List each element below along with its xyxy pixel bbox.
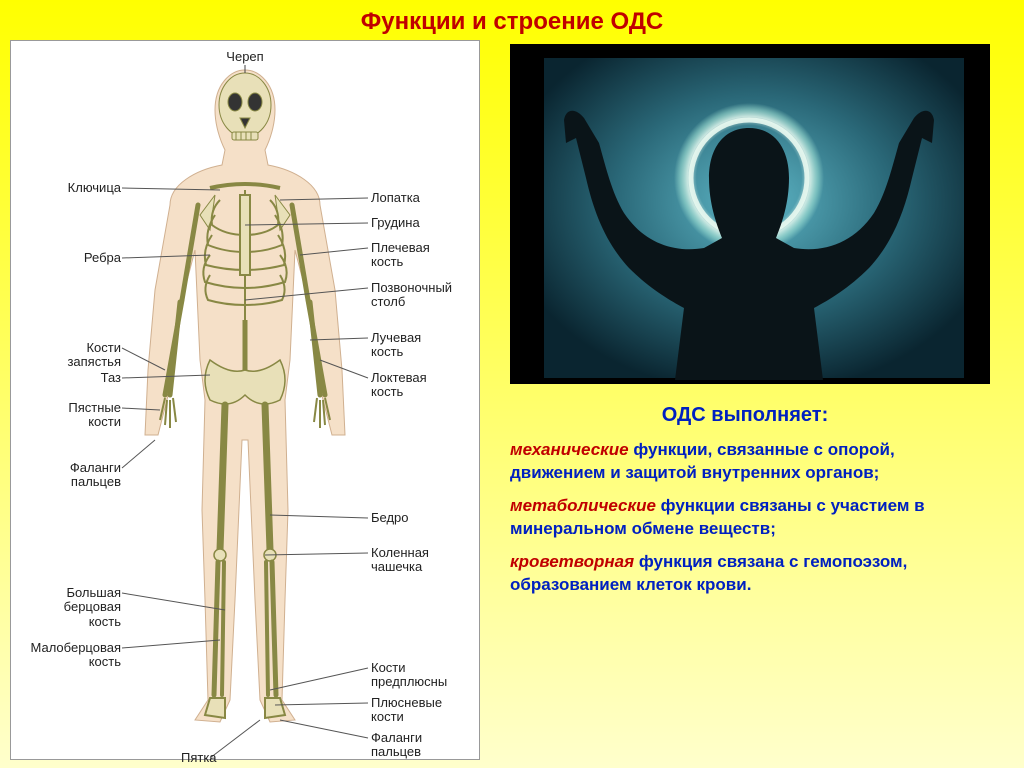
- desc-header: ОДС выполняет:: [510, 404, 980, 427]
- silhouette-image: [510, 44, 990, 384]
- bone-label-left-1: Ребра: [21, 251, 121, 265]
- bone-label-right-3: Позвоночныйстолб: [371, 281, 452, 310]
- desc-item-0: механические функции, связанные с опорой…: [510, 439, 980, 485]
- desc-item-2: кроветворная функция связана с гемопоэзо…: [510, 551, 980, 597]
- bone-label-right-8: Костипредплюсны: [371, 661, 447, 690]
- bone-label-left-7: Малоберцоваякость: [21, 641, 121, 670]
- description-block: ОДС выполняет: механические функции, свя…: [500, 404, 990, 597]
- bone-label-left-3: Таз: [21, 371, 121, 385]
- skeleton-diagram: Череп: [11, 41, 479, 759]
- page-title: Функции и строение ОДС: [0, 0, 1024, 36]
- bone-label-right-9: Плюсневыекости: [371, 696, 442, 725]
- main-container: Череп: [0, 36, 1024, 764]
- skeleton-panel: Череп: [10, 40, 480, 760]
- halo-svg: [514, 48, 990, 384]
- bone-label-right-0: Лопатка: [371, 191, 420, 205]
- bone-label-right-7: Коленнаячашечка: [371, 546, 429, 575]
- bone-label-right-5: Локтеваякость: [371, 371, 427, 400]
- bone-label-left-6: Большаяберцоваякость: [21, 586, 121, 629]
- bone-label-right-11: Пятка: [181, 751, 217, 765]
- bone-label-right-6: Бедро: [371, 511, 409, 525]
- bone-label-right-4: Лучеваякость: [371, 331, 421, 360]
- bone-label-right-1: Грудина: [371, 216, 420, 230]
- bone-label-left-0: Ключица: [21, 181, 121, 195]
- bone-label-left-4: Пястныекости: [21, 401, 121, 430]
- desc-keyword-1: метаболические: [510, 496, 656, 515]
- bone-label-right-2: Плечеваякость: [371, 241, 430, 270]
- desc-keyword-2: кроветворная: [510, 552, 634, 571]
- right-panel: ОДС выполняет: механические функции, свя…: [480, 36, 1010, 764]
- bone-label-right-10: Фалангипальцев: [371, 731, 422, 760]
- bone-label-left-2: Костизапястья: [21, 341, 121, 370]
- desc-keyword-0: механические: [510, 440, 629, 459]
- desc-item-1: метаболические функции связаны с участие…: [510, 495, 980, 541]
- bone-label-left-5: Фалангипальцев: [21, 461, 121, 490]
